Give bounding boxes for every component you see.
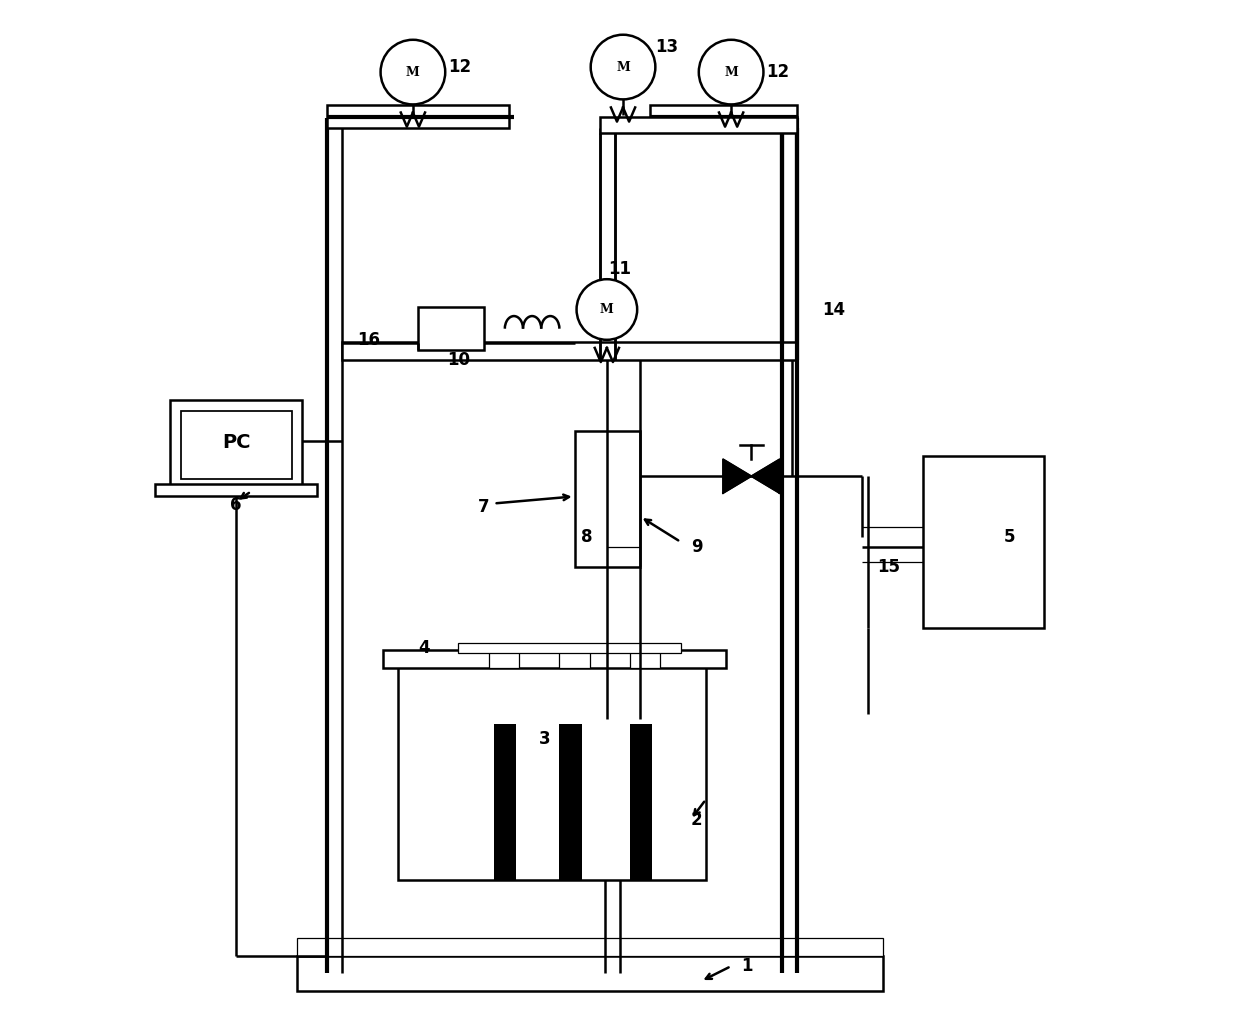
Bar <box>559 650 590 669</box>
Bar <box>383 650 727 669</box>
Bar <box>418 308 484 349</box>
Text: 11: 11 <box>609 260 631 279</box>
Text: 7: 7 <box>477 497 490 516</box>
Bar <box>600 116 797 133</box>
Text: M: M <box>724 66 738 79</box>
Text: M: M <box>600 303 614 316</box>
Bar <box>170 400 301 486</box>
Text: 4: 4 <box>418 639 429 657</box>
Bar <box>489 650 520 669</box>
Text: 16: 16 <box>357 331 381 348</box>
Polygon shape <box>751 459 780 493</box>
Bar <box>296 938 883 956</box>
Circle shape <box>699 40 764 104</box>
Bar <box>155 484 317 496</box>
Bar <box>398 664 706 880</box>
Bar <box>650 105 797 128</box>
Text: M: M <box>616 61 630 74</box>
Bar <box>923 456 1044 628</box>
Bar <box>494 723 516 880</box>
Circle shape <box>381 40 445 104</box>
Bar <box>327 105 508 128</box>
Text: 15: 15 <box>878 558 900 576</box>
Bar <box>559 723 582 880</box>
Text: PC: PC <box>222 434 250 453</box>
Text: 9: 9 <box>691 538 702 556</box>
Bar <box>630 650 661 669</box>
Text: 12: 12 <box>766 63 790 81</box>
Bar <box>296 956 883 992</box>
Text: 2: 2 <box>691 810 702 829</box>
Bar <box>459 643 681 653</box>
Text: 8: 8 <box>580 528 593 546</box>
Text: 10: 10 <box>446 352 470 369</box>
Text: 5: 5 <box>1004 528 1016 546</box>
Text: M: M <box>405 66 420 79</box>
Circle shape <box>590 34 656 99</box>
Bar <box>574 431 640 567</box>
Text: 3: 3 <box>539 729 551 748</box>
Text: 13: 13 <box>656 37 678 56</box>
Bar <box>181 410 291 479</box>
Circle shape <box>577 280 637 339</box>
Bar <box>630 723 652 880</box>
Text: 6: 6 <box>231 496 242 515</box>
Polygon shape <box>723 459 751 493</box>
Text: 12: 12 <box>449 58 471 76</box>
Text: 1: 1 <box>742 957 753 976</box>
Text: 14: 14 <box>822 301 846 318</box>
Bar <box>342 341 797 360</box>
